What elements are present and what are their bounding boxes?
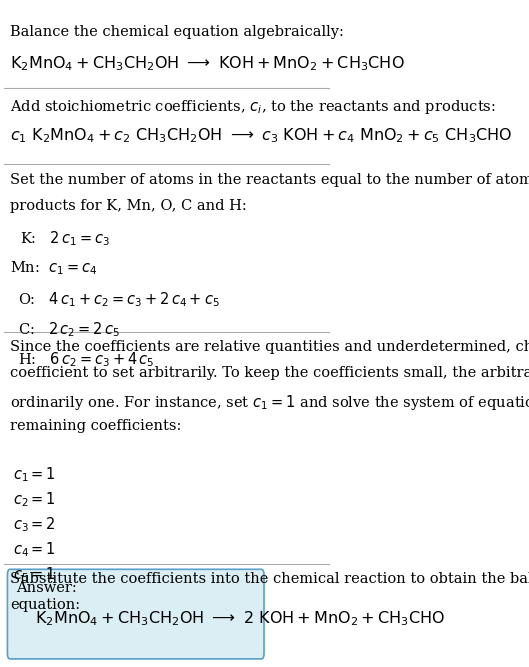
Text: Add stoichiometric coefficients, $c_i$, to the reactants and products:: Add stoichiometric coefficients, $c_i$, …	[10, 97, 496, 115]
Text: Since the coefficients are relative quantities and underdetermined, choose a: Since the coefficients are relative quan…	[10, 340, 529, 354]
Text: K:   $2\,c_1 = c_3$: K: $2\,c_1 = c_3$	[20, 229, 110, 248]
Text: $c_2 = 1$: $c_2 = 1$	[13, 490, 56, 509]
Text: $c_1 = 1$: $c_1 = 1$	[13, 466, 56, 484]
Text: Substitute the coefficients into the chemical reaction to obtain the balanced: Substitute the coefficients into the che…	[10, 572, 529, 586]
Text: remaining coefficients:: remaining coefficients:	[10, 419, 181, 433]
Text: O:   $4\,c_1 + c_2 = c_3 + 2\,c_4 + c_5$: O: $4\,c_1 + c_2 = c_3 + 2\,c_4 + c_5$	[18, 290, 220, 309]
Text: $\mathrm{K_2MnO_4 + CH_3CH_2OH \ \longrightarrow \ KOH + MnO_2 + CH_3CHO}$: $\mathrm{K_2MnO_4 + CH_3CH_2OH \ \longri…	[10, 54, 405, 73]
Text: Set the number of atoms in the reactants equal to the number of atoms in the: Set the number of atoms in the reactants…	[10, 173, 529, 187]
Text: coefficient to set arbitrarily. To keep the coefficients small, the arbitrary va: coefficient to set arbitrarily. To keep …	[10, 366, 529, 380]
Text: $c_3 = 2$: $c_3 = 2$	[13, 516, 56, 534]
Text: $c_1\ \mathrm{K_2MnO_4} + c_2\ \mathrm{CH_3CH_2OH}\ \longrightarrow \ c_3\ \math: $c_1\ \mathrm{K_2MnO_4} + c_2\ \mathrm{C…	[10, 127, 513, 145]
Text: products for K, Mn, O, C and H:: products for K, Mn, O, C and H:	[10, 199, 247, 213]
Text: $c_4 = 1$: $c_4 = 1$	[13, 540, 56, 559]
Text: $c_5 = 1$: $c_5 = 1$	[13, 566, 56, 584]
Text: equation:: equation:	[10, 598, 80, 612]
Text: Balance the chemical equation algebraically:: Balance the chemical equation algebraica…	[10, 25, 344, 39]
Text: C:   $2\,c_2 = 2\,c_5$: C: $2\,c_2 = 2\,c_5$	[18, 320, 120, 339]
FancyBboxPatch shape	[7, 570, 264, 659]
Text: Mn:  $c_1 = c_4$: Mn: $c_1 = c_4$	[10, 259, 97, 277]
Text: Answer:: Answer:	[16, 581, 77, 595]
Text: H:   $6\,c_2 = c_3 + 4\,c_5$: H: $6\,c_2 = c_3 + 4\,c_5$	[18, 351, 154, 370]
Text: ordinarily one. For instance, set $c_1 = 1$ and solve the system of equations fo: ordinarily one. For instance, set $c_1 =…	[10, 393, 529, 412]
Text: $\mathrm{K_2MnO_4 + CH_3CH_2OH}\ \longrightarrow \ \mathrm{2\ KOH + MnO_2 + CH_3: $\mathrm{K_2MnO_4 + CH_3CH_2OH}\ \longri…	[35, 609, 445, 628]
